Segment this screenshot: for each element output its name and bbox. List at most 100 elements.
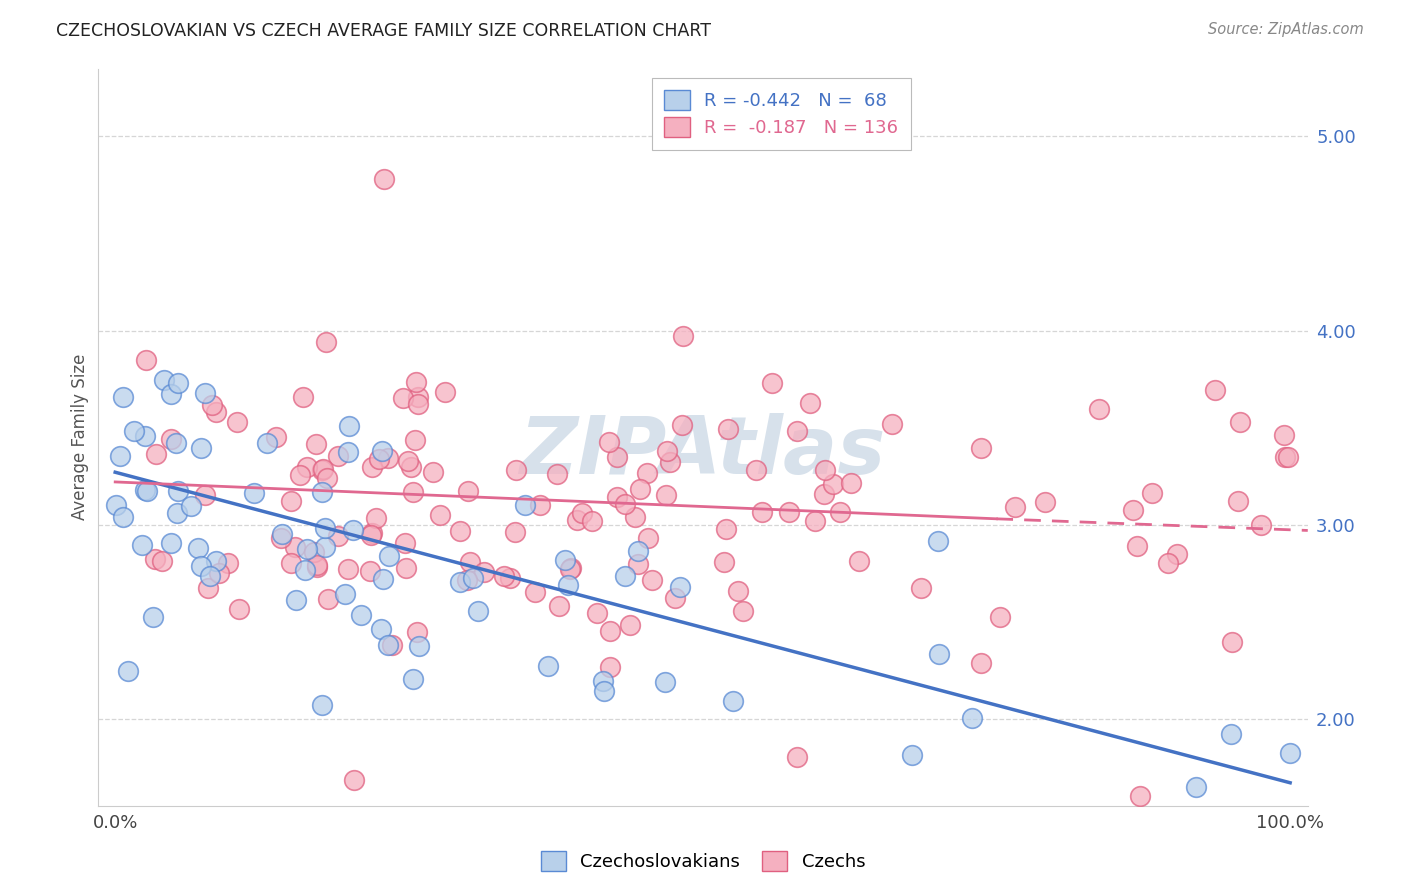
Point (131, 538, 153, 552)
Point (1277, 450, 1299, 465)
Point (786, 750, 808, 764)
Point (828, 505, 851, 519)
Point (598, 435, 620, 450)
Point (1129, 789, 1152, 804)
Point (778, 505, 800, 519)
Point (593, 684, 616, 698)
Point (714, 522, 737, 536)
Point (560, 562, 582, 576)
Point (361, 526, 384, 541)
Point (305, 436, 328, 450)
Point (270, 531, 292, 545)
Point (460, 555, 482, 569)
Point (628, 482, 651, 496)
Point (201, 398, 224, 412)
Point (1033, 495, 1056, 509)
Point (165, 436, 187, 450)
Point (291, 390, 314, 404)
Point (745, 463, 768, 477)
Point (315, 334, 337, 349)
Point (180, 500, 202, 514)
Point (619, 618, 641, 632)
Point (1279, 747, 1302, 761)
Point (243, 486, 266, 500)
Point (337, 562, 360, 576)
Point (302, 545, 325, 559)
Point (135, 352, 157, 367)
Point (659, 455, 682, 469)
Point (316, 592, 339, 607)
Point (970, 441, 993, 455)
Point (166, 376, 188, 390)
Point (405, 376, 427, 390)
Point (152, 372, 174, 386)
Point (280, 556, 302, 570)
Point (1220, 635, 1243, 649)
Point (727, 584, 749, 599)
Point (880, 417, 903, 431)
Point (592, 673, 614, 688)
Point (204, 554, 226, 568)
Point (641, 574, 664, 588)
Point (786, 424, 808, 438)
Point (1125, 539, 1147, 553)
Point (664, 591, 686, 605)
Point (396, 454, 419, 468)
Point (449, 575, 471, 590)
Point (814, 462, 837, 476)
Text: ZIPAtlas: ZIPAtlas (520, 413, 886, 491)
Point (599, 659, 621, 673)
Point (565, 513, 588, 527)
Point (557, 578, 579, 592)
Point (1220, 727, 1243, 741)
Point (627, 558, 650, 572)
Point (599, 624, 621, 638)
Point (560, 561, 582, 575)
Point (364, 511, 387, 525)
Point (197, 581, 219, 595)
Point (548, 599, 571, 613)
Point (187, 541, 209, 555)
Point (112, 509, 135, 524)
Point (117, 664, 139, 678)
Point (970, 656, 993, 670)
Point (311, 462, 333, 476)
Point (1250, 518, 1272, 533)
Point (456, 573, 478, 587)
Point (314, 540, 336, 554)
Point (761, 376, 783, 390)
Text: Source: ZipAtlas.com: Source: ZipAtlas.com (1208, 22, 1364, 37)
Point (499, 570, 522, 584)
Point (571, 506, 593, 520)
Point (1185, 780, 1208, 795)
Point (928, 647, 950, 661)
Point (110, 449, 132, 463)
Point (343, 772, 366, 787)
Point (606, 490, 628, 504)
Point (505, 463, 527, 477)
Point (145, 447, 167, 461)
Point (1229, 415, 1251, 429)
Text: CZECHOSLOVAKIAN VS CZECH AVERAGE FAMILY SIZE CORRELATION CHART: CZECHOSLOVAKIAN VS CZECH AVERAGE FAMILY … (56, 22, 711, 40)
Point (581, 514, 603, 528)
Point (1004, 500, 1026, 514)
Point (515, 498, 537, 512)
Point (422, 465, 444, 479)
Point (264, 430, 287, 444)
Point (406, 624, 429, 639)
Point (316, 471, 339, 485)
Point (731, 604, 754, 618)
Point (523, 584, 546, 599)
Point (799, 396, 821, 410)
Point (1204, 384, 1226, 398)
Legend: R = -0.442   N =  68, R =  -0.187   N = 136: R = -0.442 N = 68, R = -0.187 N = 136 (652, 78, 911, 150)
Point (373, 172, 395, 186)
Point (457, 483, 479, 498)
Point (1166, 547, 1188, 561)
Point (194, 386, 217, 401)
Point (294, 563, 316, 577)
Point (311, 698, 333, 713)
Point (408, 390, 430, 404)
Point (159, 386, 181, 401)
Point (190, 441, 212, 455)
